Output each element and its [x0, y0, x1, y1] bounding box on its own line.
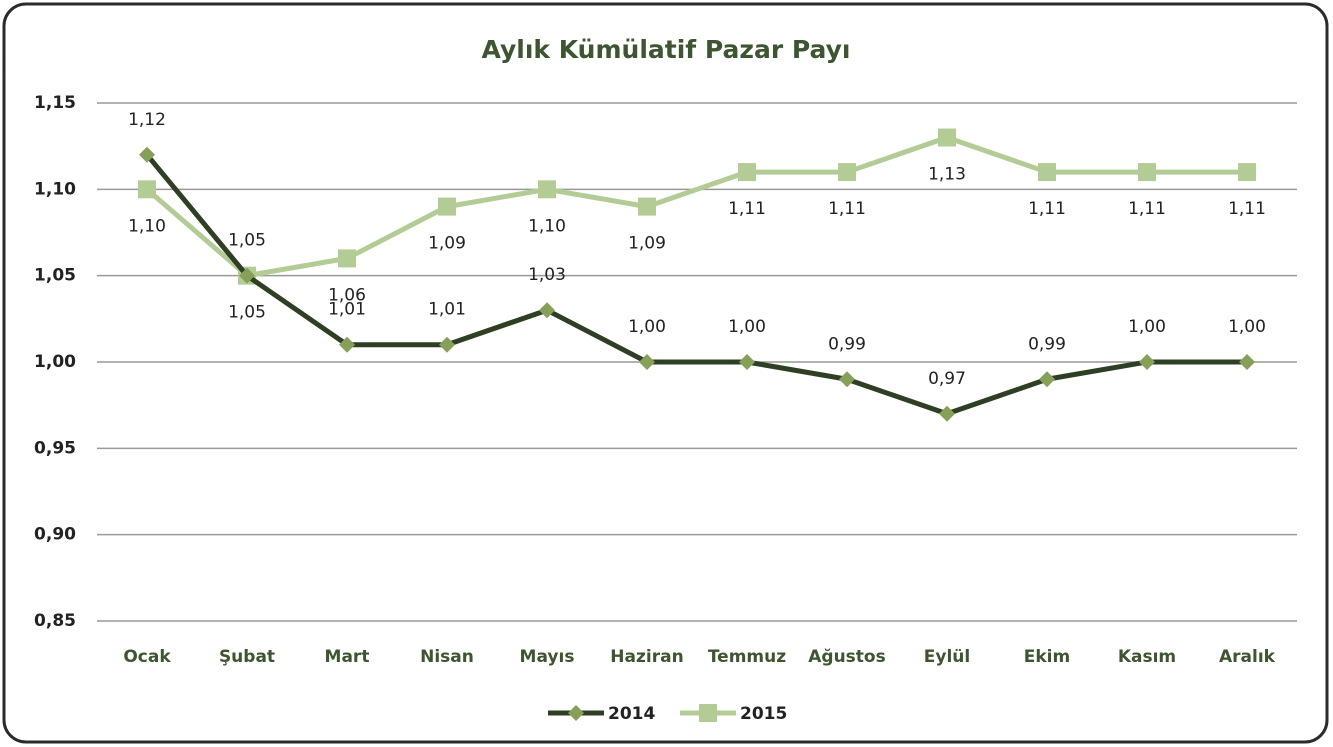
- legend-marker: [568, 705, 584, 721]
- data-label: 1,13: [928, 165, 966, 185]
- point-marker: [1039, 371, 1055, 388]
- point-marker: [1038, 163, 1056, 182]
- x-tick-label: Ocak: [123, 647, 171, 667]
- legend-label: 2014: [608, 704, 655, 724]
- point-marker: [138, 180, 156, 199]
- data-label: 0,97: [928, 369, 966, 389]
- y-tick-label: 0,85: [34, 611, 76, 631]
- y-tick-label: 1,15: [34, 93, 76, 113]
- y-tick-label: 1,10: [34, 179, 76, 199]
- point-marker: [438, 197, 456, 216]
- point-marker: [239, 267, 255, 284]
- x-tick-label: Eylül: [924, 647, 970, 667]
- y-tick-label: 0,95: [34, 438, 76, 458]
- data-label: 1,10: [528, 216, 566, 236]
- x-tick-label: Nisan: [420, 647, 474, 667]
- data-label: 1,01: [328, 300, 366, 320]
- series-line: [145, 153, 1247, 417]
- point-marker: [639, 354, 655, 370]
- data-label: 0,99: [1028, 334, 1066, 354]
- data-label: 1,03: [528, 265, 566, 285]
- point-marker: [738, 163, 756, 182]
- data-label: 1,00: [628, 317, 666, 337]
- series-line: [145, 135, 1247, 279]
- point-marker: [838, 163, 856, 182]
- x-tick-label: Ağustos: [808, 647, 885, 667]
- chart-title: Aylık Kümülatif Pazar Payı: [482, 35, 851, 64]
- point-marker: [1139, 354, 1155, 370]
- point-marker: [539, 302, 555, 319]
- point-marker: [839, 371, 855, 388]
- point-marker: [1238, 163, 1256, 182]
- point-marker: [739, 354, 755, 370]
- data-label: 0,99: [828, 334, 866, 354]
- point-marker: [538, 180, 556, 199]
- data-label: 1,11: [1228, 199, 1266, 219]
- data-label: 1,11: [1028, 199, 1066, 219]
- point-marker: [139, 146, 155, 163]
- data-label: 1,05: [228, 231, 266, 251]
- data-label: 1,11: [828, 199, 866, 219]
- x-tick-label: Mayıs: [520, 647, 575, 667]
- data-label: 1,10: [128, 216, 166, 236]
- point-marker: [1138, 163, 1156, 182]
- point-marker: [938, 128, 956, 147]
- legend-marker: [699, 704, 717, 722]
- data-label: 1,06: [328, 285, 366, 305]
- point-marker: [339, 336, 355, 353]
- data-label: 1,00: [1128, 317, 1166, 337]
- data-label: 1,05: [228, 303, 266, 323]
- x-tick-label: Aralık: [1219, 647, 1276, 667]
- point-marker: [939, 405, 955, 422]
- x-tick-label: Kasım: [1118, 647, 1176, 667]
- data-label: 1,12: [128, 110, 166, 130]
- y-tick-label: 1,05: [34, 266, 76, 286]
- point-marker: [1239, 354, 1255, 370]
- x-tick-label: Şubat: [219, 647, 275, 667]
- data-label: 1,01: [428, 300, 466, 320]
- x-tick-label: Ekim: [1024, 647, 1070, 667]
- x-tick-label: Haziran: [610, 647, 683, 667]
- point-marker: [338, 249, 356, 268]
- data-label: 1,09: [428, 234, 466, 254]
- x-tick-label: Temmuz: [708, 647, 786, 667]
- data-label: 1,09: [628, 234, 666, 254]
- data-label: 1,00: [728, 317, 766, 337]
- legend-label: 2015: [740, 704, 787, 724]
- data-label: 1,11: [1128, 199, 1166, 219]
- data-label: 1,11: [728, 199, 766, 219]
- point-marker: [638, 197, 656, 216]
- data-label: 1,00: [1228, 317, 1266, 337]
- point-marker: [439, 336, 455, 353]
- y-tick-label: 1,00: [34, 352, 76, 372]
- x-tick-label: Mart: [325, 647, 370, 667]
- y-tick-label: 0,90: [34, 525, 76, 545]
